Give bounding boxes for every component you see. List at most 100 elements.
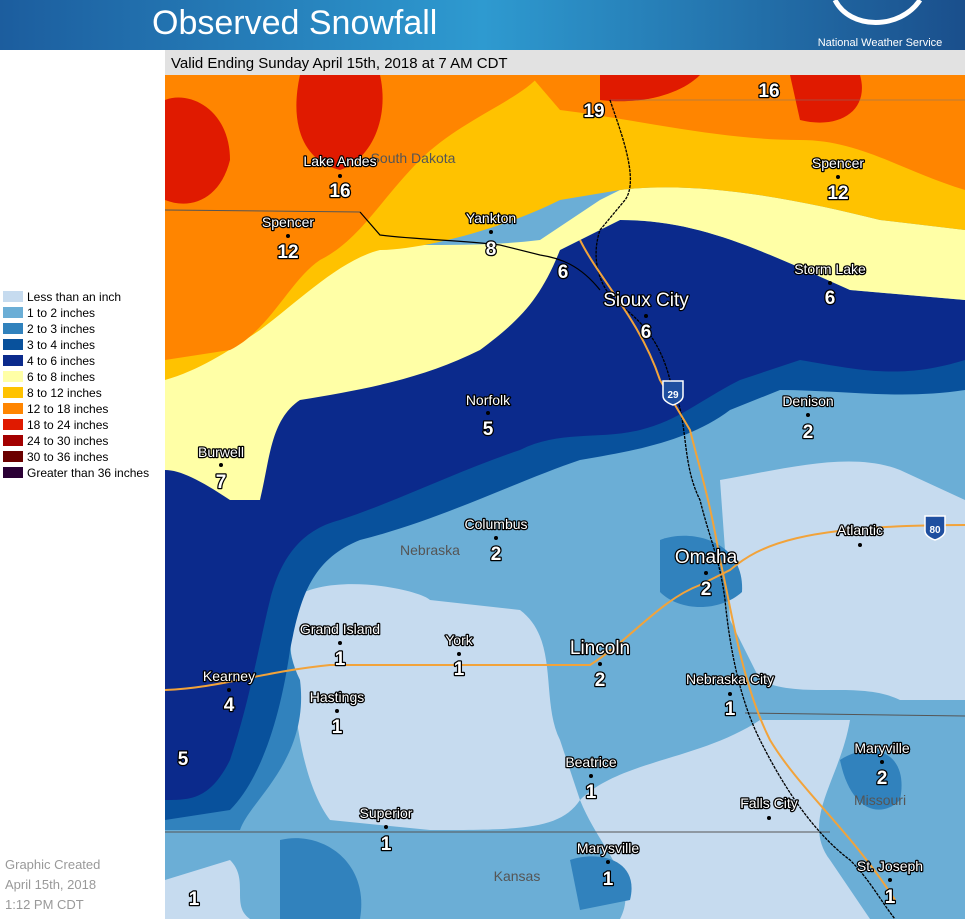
subtitle-bar xyxy=(165,50,965,75)
legend-label: 24 to 30 inches xyxy=(27,434,108,448)
city-dot xyxy=(338,641,342,645)
header-bar xyxy=(0,0,965,50)
city-name: Kearney xyxy=(203,668,255,684)
legend-swatch xyxy=(3,467,23,478)
highway-label: 29 xyxy=(667,390,679,401)
state-labels: South Dakota Nebraska Kansas Missouri xyxy=(371,150,906,884)
snow-amount: 16 xyxy=(329,181,350,202)
city-name: Beatrice xyxy=(565,754,617,770)
city-dot xyxy=(598,662,602,666)
city-name: Marysville xyxy=(577,840,639,856)
snow-amount: 2 xyxy=(877,768,888,789)
legend-swatch xyxy=(3,307,23,318)
legend-label: Greater than 36 inches xyxy=(27,466,149,480)
city-dot xyxy=(704,571,708,575)
legend-label: 6 to 8 inches xyxy=(27,370,95,384)
legend-label: 1 to 2 inches xyxy=(27,306,95,320)
footer-line: Graphic Created xyxy=(5,857,100,872)
snow-amount: 7 xyxy=(216,472,227,493)
missouri-river xyxy=(359,211,601,291)
snow-amount: 19 xyxy=(583,101,604,122)
city-name: St. Joseph xyxy=(857,858,923,874)
footer-line: 1:12 PM CDT xyxy=(5,897,84,912)
city-name: Hastings xyxy=(310,689,364,705)
legend-label: 18 to 24 inches xyxy=(27,418,108,432)
city-name: Atlantic xyxy=(837,522,883,538)
city-name: Columbus xyxy=(464,516,527,532)
city-dot xyxy=(489,230,493,234)
highway-shields: 29 80 xyxy=(662,380,946,541)
legend-swatch xyxy=(3,403,23,414)
snow-amount: 2 xyxy=(595,670,606,691)
legend-swatch xyxy=(3,419,23,430)
legend-label: 30 to 36 inches xyxy=(27,450,108,464)
city-dot xyxy=(227,688,231,692)
snow-amount: 2 xyxy=(803,422,814,443)
state-label: Nebraska xyxy=(400,542,460,558)
snow-amount: 16 xyxy=(758,81,779,102)
legend-label: 12 to 18 inches xyxy=(27,402,108,416)
state-label: South Dakota xyxy=(371,150,456,166)
snow-amount: 1 xyxy=(725,699,736,720)
city-name: Nebraska City xyxy=(686,671,774,687)
snow-amount: 8 xyxy=(486,239,497,260)
legend: Less than an inch 1 to 2 inches 2 to 3 inc… xyxy=(3,290,149,480)
city-dot xyxy=(728,692,732,696)
legend-swatch xyxy=(3,355,23,366)
snow-amount: 1 xyxy=(189,889,200,910)
state-label: Missouri xyxy=(854,792,906,808)
legend-swatch xyxy=(3,371,23,382)
city-dot xyxy=(384,825,388,829)
city-dot xyxy=(888,878,892,882)
snow-amount: 1 xyxy=(586,782,597,803)
city-dot xyxy=(606,860,610,864)
snow-amount: 12 xyxy=(277,242,298,263)
city-name: Lincoln xyxy=(570,638,630,659)
city-name: Maryville xyxy=(854,740,909,756)
subtitle: Valid Ending Sunday April 15th, 2018 at … xyxy=(171,55,508,72)
city-dot xyxy=(494,536,498,540)
city-dot xyxy=(644,314,648,318)
city-name: Spencer xyxy=(262,214,314,230)
footer: Graphic Created April 15th, 2018 1:12 PM… xyxy=(5,857,100,912)
city-dot xyxy=(589,774,593,778)
city-dot xyxy=(858,543,862,547)
city-dot xyxy=(486,411,490,415)
region-6-8 xyxy=(165,187,965,500)
legend-label: 8 to 12 inches xyxy=(27,386,102,400)
city-name: Grand Island xyxy=(300,621,380,637)
snow-amount: 12 xyxy=(827,183,848,204)
snow-amount: 1 xyxy=(381,834,392,855)
nws-logo xyxy=(832,0,923,25)
city-dot xyxy=(880,760,884,764)
state-label: Kansas xyxy=(494,868,541,884)
region-18-24 xyxy=(165,75,862,204)
snow-amount: 1 xyxy=(332,717,343,738)
title: Observed Snowfall xyxy=(152,4,437,42)
snow-amount: 1 xyxy=(335,649,346,670)
legend-label: 4 to 6 inches xyxy=(27,354,95,368)
snow-amount: 1 xyxy=(603,869,614,890)
snow-amount: 5 xyxy=(178,749,189,770)
snow-amount: 1 xyxy=(454,659,465,680)
legend-label: 3 to 4 inches xyxy=(27,338,95,352)
city-dot xyxy=(457,652,461,656)
city-dot xyxy=(806,413,810,417)
snow-amount: 6 xyxy=(641,322,652,343)
legend-swatch xyxy=(3,451,23,462)
city-dot xyxy=(286,234,290,238)
city-name: Denison xyxy=(782,393,833,409)
snow-amount: 6 xyxy=(825,288,836,309)
legend-swatch xyxy=(3,339,23,350)
snow-amount: 1 xyxy=(885,887,896,908)
snow-amount: 6 xyxy=(558,262,569,283)
city-dot xyxy=(828,281,832,285)
legend-swatch xyxy=(3,291,23,302)
snow-amount: 2 xyxy=(491,544,502,565)
river-border xyxy=(595,99,896,919)
city-name: Yankton xyxy=(466,210,516,226)
footer-line: April 15th, 2018 xyxy=(5,877,96,892)
